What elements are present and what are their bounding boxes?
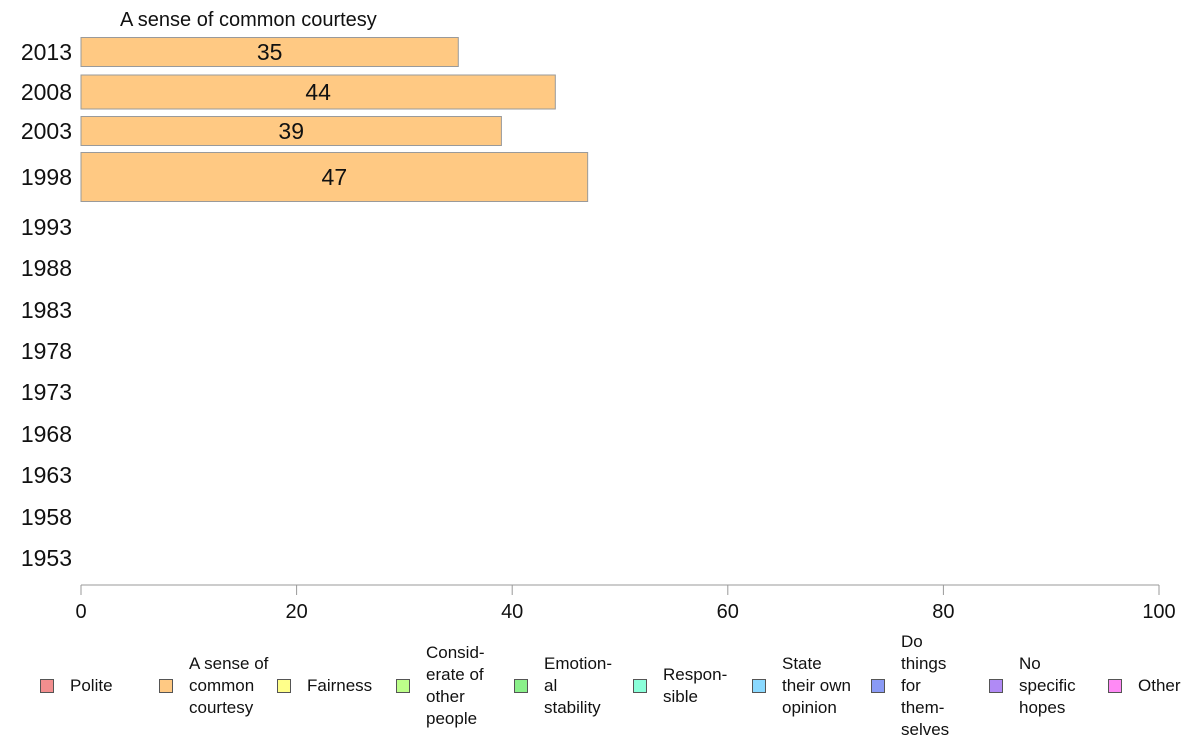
chart: A sense of common courtesy 2013 2008 2003 19…	[21, 9, 1176, 623]
x-tick-label: 20	[285, 601, 307, 623]
x-tick-label: 0	[75, 601, 86, 623]
legend-swatch	[1108, 679, 1122, 693]
legend-swatch	[159, 679, 173, 693]
legend-label: Consid-erate of other people	[426, 643, 485, 728]
year-label: 1983	[21, 297, 72, 323]
year-label: 2013	[21, 39, 72, 65]
legend-item: Respon-sible	[633, 636, 734, 736]
x-tick-label: 100	[1142, 601, 1175, 623]
legend-swatch	[396, 679, 410, 693]
legend-label: State their own opinion	[782, 654, 851, 717]
legend-item: No specific hopes	[989, 636, 1090, 736]
legend-swatch	[40, 679, 54, 693]
year-label: 1993	[21, 214, 72, 240]
legend-label: Other	[1138, 676, 1181, 695]
legend: Polite A sense of common courtesy Fairness…	[0, 632, 1188, 739]
legend-label: Fairness	[307, 676, 373, 695]
bar-value-label: 47	[322, 164, 348, 190]
legend-label: Emotion-al stability	[544, 654, 613, 717]
x-tick-label: 40	[501, 601, 523, 623]
legend-swatch	[277, 679, 291, 693]
x-tick-label: 80	[932, 601, 954, 623]
year-label: 2003	[21, 118, 72, 144]
legend-item: Fairness	[277, 636, 388, 736]
year-label: 2008	[21, 79, 72, 105]
year-label: 1963	[21, 462, 72, 488]
year-label: 1968	[21, 421, 72, 447]
bar	[80, 74, 556, 110]
bar-value-label: 44	[305, 79, 331, 105]
legend-label: No specific hopes	[1019, 654, 1076, 717]
legend-label: Respon-sible	[663, 665, 728, 706]
legend-item: Other	[1108, 636, 1187, 736]
legend-item: State their own opinion	[752, 636, 853, 736]
legend-swatch	[989, 679, 1003, 693]
chart-title: A sense of common courtesy	[120, 9, 377, 31]
bar	[80, 152, 589, 202]
year-label: 1973	[21, 379, 72, 405]
year-label: 1978	[21, 338, 72, 364]
legend-swatch	[871, 679, 885, 693]
legend-label: Do things for them-selves	[901, 632, 950, 739]
bar	[80, 37, 459, 67]
legend-item: Do things for them-selves	[871, 632, 962, 739]
legend-item: A sense of common courtesy	[159, 636, 270, 736]
bar	[80, 116, 502, 146]
year-label: 1953	[21, 545, 72, 571]
year-label: 1998	[21, 164, 72, 190]
legend-item: Polite	[40, 636, 141, 736]
x-tick-label: 60	[717, 601, 739, 623]
legend-item: Consid-erate of other people	[396, 636, 497, 736]
legend-swatch	[514, 679, 528, 693]
legend-swatch	[752, 679, 766, 693]
legend-label: A sense of common courtesy	[189, 654, 269, 717]
bar-value-label: 35	[257, 39, 283, 65]
legend-swatch	[633, 679, 647, 693]
year-label: 1988	[21, 255, 72, 281]
bar-value-label: 39	[278, 118, 304, 144]
legend-label: Polite	[70, 676, 113, 695]
year-label: 1958	[21, 504, 72, 530]
legend-item: Emotion-al stability	[514, 636, 615, 736]
